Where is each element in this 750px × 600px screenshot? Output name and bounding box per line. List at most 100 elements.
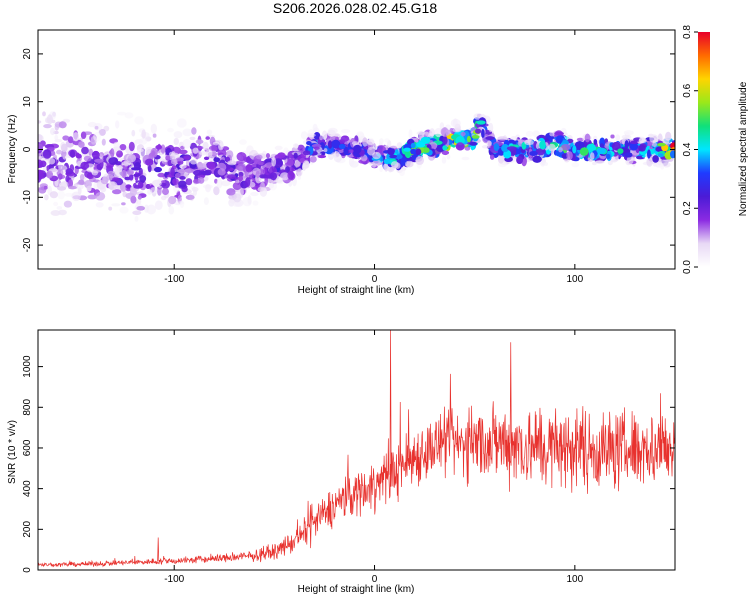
spectrogram-cell xyxy=(78,179,85,185)
spectrogram-cell xyxy=(395,154,403,160)
spectrogram-cell xyxy=(147,165,152,173)
spectrogram-cell xyxy=(162,187,169,196)
spectrogram-cell xyxy=(271,156,277,167)
spectrogram-cell xyxy=(287,170,295,180)
spectrogram-cell xyxy=(71,191,81,202)
spectrogram-cell xyxy=(306,133,316,138)
spectrogram-y-ticks: -20 -10 0 10 20 xyxy=(22,48,675,252)
spectrogram-cell xyxy=(226,174,237,180)
spectrogram-cell xyxy=(75,184,84,190)
spectrogram-cell xyxy=(93,131,101,142)
spectrogram-cell xyxy=(193,169,203,176)
spectrogram-cell xyxy=(204,156,210,160)
y-tick-label: 600 xyxy=(22,439,33,456)
spectrogram-cell xyxy=(141,129,146,139)
spectrogram-cell xyxy=(170,158,178,165)
spectrogram-cell xyxy=(529,151,538,156)
spectrogram-cell xyxy=(611,142,621,151)
spectrogram-cell xyxy=(558,147,563,153)
spectrogram-cell xyxy=(446,153,451,160)
spectrogram-cell xyxy=(252,200,259,206)
spectrogram-cell xyxy=(218,143,224,151)
spectrogram-cell xyxy=(331,139,341,149)
spectrogram-cell xyxy=(137,195,142,200)
spectrogram-cell xyxy=(45,117,51,124)
spectrogram-cell xyxy=(544,162,548,166)
spectrogram-cell xyxy=(83,155,92,162)
spectrogram-cell xyxy=(257,161,264,166)
spectrogram-cell xyxy=(113,141,120,148)
spectrogram-cell xyxy=(195,139,204,144)
spectrogram-cell xyxy=(121,161,132,166)
x-tick-label: -100 xyxy=(164,574,184,585)
spectrogram-cell xyxy=(372,151,381,160)
spectrogram-cell xyxy=(170,167,175,177)
spectrogram-cell xyxy=(175,157,184,162)
spectrogram-cell xyxy=(294,143,299,149)
spectrogram-cell xyxy=(626,155,634,165)
spectrogram-cell xyxy=(139,137,148,145)
spectrogram-cell xyxy=(340,129,351,134)
spectrogram-cell xyxy=(43,185,48,190)
spectrogram-cell xyxy=(116,150,123,158)
spectrogram-cell xyxy=(615,134,621,141)
spectrogram-cell xyxy=(245,164,253,173)
spectrogram-cell xyxy=(384,138,390,143)
spectrogram-cell xyxy=(506,146,517,151)
spectrogram-cell xyxy=(549,132,555,137)
spectrogram-cell xyxy=(420,136,431,144)
spectrogram-cell xyxy=(535,148,546,156)
spectrogram-cell xyxy=(197,163,207,170)
spectrogram-cell xyxy=(121,202,126,206)
spectrogram-cell xyxy=(120,181,127,192)
spectrogram-cell xyxy=(79,174,85,181)
spectrogram-cell xyxy=(60,181,69,188)
spectrogram-cell xyxy=(112,177,120,182)
spectrogram-cell xyxy=(179,164,187,169)
spectrogram-cell xyxy=(268,182,274,189)
spectrogram-cell xyxy=(38,143,43,151)
snr-y-ticks: 0 200 400 600 800 1000 xyxy=(22,355,675,573)
spectrogram-cell xyxy=(173,131,183,139)
spectrogram-cell xyxy=(136,198,142,205)
spectrogram-cell xyxy=(313,146,320,150)
spectrogram-cell xyxy=(571,162,580,168)
spectrogram-cell xyxy=(136,206,145,211)
spectrogram-cell xyxy=(51,119,56,124)
spectrogram-cell xyxy=(174,184,179,188)
spectrogram-cell xyxy=(486,140,492,147)
spectrogram-cell xyxy=(150,123,157,134)
spectrogram-cell xyxy=(123,166,127,170)
spectrogram-cell xyxy=(173,138,179,145)
spectrogram-cell xyxy=(154,166,162,173)
spectrogram-cell xyxy=(226,188,236,196)
spectrogram-cell xyxy=(283,147,289,156)
spectrogram-cell xyxy=(652,155,659,163)
spectrogram-cell xyxy=(441,156,447,164)
spectrogram-cell xyxy=(629,142,639,151)
spectrogram-cell xyxy=(539,140,546,150)
spectrogram-cell xyxy=(56,206,63,210)
spectrogram-cell xyxy=(193,189,197,196)
spectrogram-cell xyxy=(300,131,308,140)
spectrogram-cell xyxy=(130,195,137,204)
spectrogram-cell xyxy=(410,148,417,155)
spectrogram-cell xyxy=(599,143,605,148)
y-tick-label: 400 xyxy=(22,480,33,497)
y-tick-label: -10 xyxy=(22,190,33,205)
spectrogram-cell xyxy=(238,175,243,182)
spectrogram-x-ticks: -100 0 100 xyxy=(164,30,584,285)
spectrogram-cell xyxy=(43,166,47,171)
spectrogram-cell xyxy=(445,129,451,136)
spectrogram-cell xyxy=(547,143,556,152)
spectrogram-cell xyxy=(389,145,399,149)
spectrogram-cell xyxy=(379,138,384,144)
spectrogram-cell xyxy=(94,158,104,163)
spectrogram-cell xyxy=(532,155,542,163)
spectrogram-cell xyxy=(579,147,589,156)
spectrogram-cell xyxy=(216,178,223,189)
spectrogram-cell xyxy=(466,135,471,143)
spectrogram-cell xyxy=(61,143,68,153)
spectrogram-cell xyxy=(209,156,215,162)
